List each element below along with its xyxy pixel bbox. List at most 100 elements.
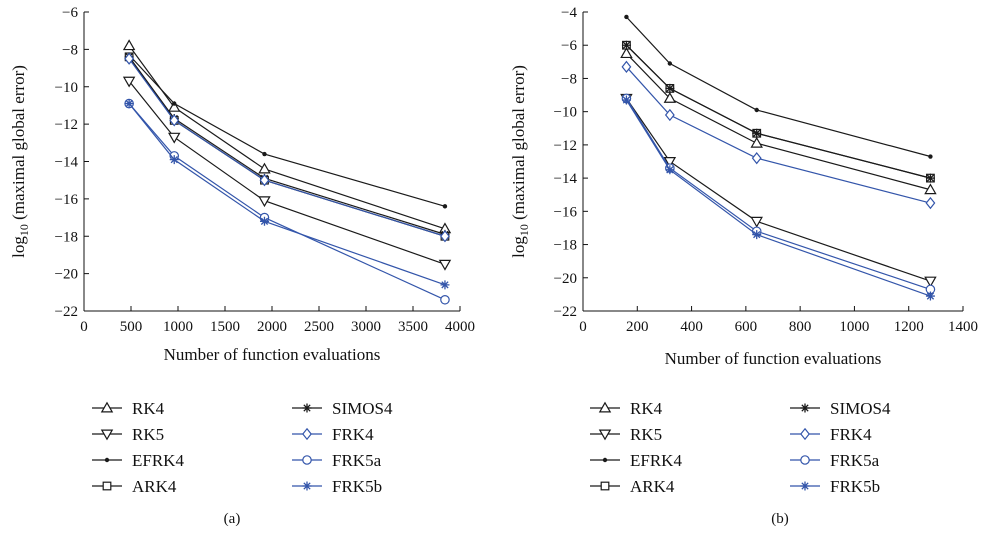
data-point-simos4 [621, 40, 631, 50]
legend-marker-frk4 [800, 427, 810, 441]
data-point-frk5b [440, 280, 450, 290]
x-tick-label: 3500 [398, 319, 428, 335]
series-line-frk5b [625, 99, 931, 297]
x-tick-label: 2500 [304, 319, 334, 335]
y-tick-label: −14 [55, 155, 79, 171]
data-point-frk4 [259, 174, 270, 187]
data-point-rk5 [122, 76, 136, 88]
data-point-rk4 [663, 91, 677, 103]
y-axis-label-sub: 10 [17, 224, 31, 236]
data-point-efrk4 [928, 154, 933, 159]
legend-label-frk4: FRK4 [830, 425, 872, 444]
data-point-rk5 [663, 157, 677, 168]
data-point-rk4 [620, 47, 633, 59]
y-axis-label: log10 (maximal global error) [509, 65, 531, 258]
data-point-frk4 [124, 52, 135, 65]
data-point-frk5b [259, 216, 269, 226]
data-point-simos4 [665, 83, 675, 93]
x-tick-label: 400 [680, 319, 703, 335]
legend-marker-frk5a [302, 455, 312, 465]
legend-marker-efrk4 [602, 457, 608, 463]
series-line-frk5a [128, 103, 446, 301]
legend-label-rk5: RK5 [132, 425, 164, 444]
y-axis-label-rest: (maximal global error) [9, 65, 28, 224]
y-tick-label: −22 [554, 304, 577, 320]
y-tick-label: −6 [62, 5, 78, 21]
y-axis-label: log10 (maximal global error) [9, 65, 31, 258]
legend-marker-frk4 [302, 427, 312, 441]
series-line-rk5 [625, 98, 931, 282]
series-line-simos4 [626, 44, 931, 179]
y-tick-label: −12 [55, 117, 78, 133]
data-point-frk5b [752, 230, 762, 240]
panel-b: 0 200 400 600 800 1000 1200 1400 −4 −6 −8 −10 −12 −14… [509, 5, 978, 527]
y-axis-label-base: log [9, 236, 28, 258]
series-line-simos4 [128, 56, 446, 235]
x-tick-label: 0 [80, 319, 88, 335]
legend-label-frk4: FRK4 [332, 425, 374, 444]
series-line-rk4 [625, 53, 931, 191]
data-point-frk5b [925, 291, 935, 301]
x-tick-label: 800 [789, 319, 812, 335]
y-tick-label: −4 [561, 5, 577, 21]
x-tick-label: 4000 [445, 319, 475, 335]
legend-label-frk5b: FRK5b [830, 477, 880, 496]
panel-a: 0 500 1000 1500 2000 2500 3000 3500 4000 −6 −8 −10 −… [9, 5, 475, 527]
data-point-frk4 [664, 108, 675, 122]
legend-label-ark4: ARK4 [132, 477, 177, 496]
series-line-rk4 [128, 45, 446, 230]
x-tick-label: 1400 [948, 319, 978, 335]
y-tick-label: −18 [554, 238, 577, 254]
data-point-efrk4 [172, 101, 177, 106]
series-line-frk4 [128, 58, 446, 237]
data-point-efrk4 [754, 107, 759, 113]
legend-label-rk5: RK5 [630, 425, 662, 444]
y-axis-label-sub: 10 [517, 224, 531, 236]
data-point-efrk4 [442, 204, 448, 209]
x-tick-label: 1000 [839, 319, 869, 335]
x-tick-label: 2000 [257, 319, 287, 335]
y-axis-label-rest: (maximal global error) [509, 65, 528, 224]
y-tick-label: −10 [554, 105, 577, 121]
legend-label-simos4: SIMOS4 [830, 399, 891, 418]
legend-marker-rk5 [598, 429, 612, 441]
y-tick-label: −10 [55, 80, 78, 96]
series-line-efrk4 [625, 16, 931, 158]
series-line-efrk4 [128, 54, 446, 207]
data-point-frk5b [124, 99, 134, 109]
data-point-frk5b [665, 165, 675, 175]
legend-marker-rk4 [598, 401, 612, 413]
legend-marker-frk5b [800, 481, 810, 491]
series-line-ark4 [128, 56, 446, 237]
legend-label-frk5a: FRK5a [830, 451, 880, 470]
legend-marker-frk5b [302, 481, 312, 491]
legend-label-rk4: RK4 [630, 399, 663, 418]
x-tick-label: 600 [735, 319, 758, 335]
x-tick-label: 1200 [894, 319, 924, 335]
x-tick-label: 500 [120, 319, 143, 335]
data-point-frk5b [621, 95, 631, 105]
data-point-efrk4 [667, 61, 673, 66]
data-point-frk4 [925, 196, 936, 210]
data-point-rk5 [924, 276, 937, 288]
legend-marker-rk4 [100, 401, 114, 413]
data-point-rk5 [168, 132, 181, 144]
series-line-rk5 [128, 80, 446, 265]
y-tick-label: −18 [55, 229, 78, 245]
series-line-frk4 [625, 66, 931, 204]
y-tick-label: −16 [55, 192, 79, 208]
y-tick-label: −6 [561, 38, 577, 54]
y-tick-label: −8 [62, 42, 78, 58]
y-tick-label: −16 [554, 204, 578, 220]
y-tick-label: −20 [554, 271, 577, 287]
data-point-frk4 [169, 114, 180, 127]
legend-label-frk5b: FRK5b [332, 477, 382, 496]
data-point-efrk4 [624, 14, 629, 20]
data-point-rk5 [258, 196, 271, 208]
data-point-rk4 [258, 162, 271, 174]
legend-marker-efrk4 [104, 457, 110, 463]
data-point-frk4 [621, 60, 632, 73]
legend-marker-frk5a [800, 455, 810, 465]
x-tick-label: 200 [626, 319, 649, 335]
